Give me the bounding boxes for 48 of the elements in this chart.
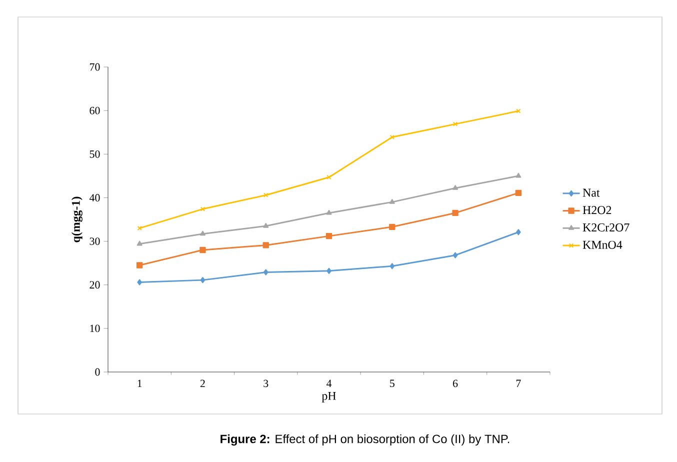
point [452,122,458,126]
point [262,242,269,248]
point [390,134,394,140]
point [390,263,395,270]
x-tick-label: 4 [326,380,332,387]
y-tick-label: 0 [95,368,100,376]
x-tick-label: 2 [200,380,205,388]
point [516,229,521,236]
point [389,198,395,204]
legend-label: KMnO4 [582,240,622,249]
point [389,224,396,230]
point [452,185,458,190]
point [326,210,332,215]
text: Figure 2: Effect of pH on biosorption of Co (II) by TNP. [220,434,510,446]
y-tick-label: 40 [89,194,100,202]
point [137,279,142,286]
x-tick-label: 7 [516,380,521,387]
y-tick-label: 10 [90,324,100,332]
x-tick-label: 3 [264,380,268,388]
point [326,232,332,240]
point [264,192,268,198]
y-tick-label: 60 [90,106,100,114]
x-tick-label: 1 [138,380,142,388]
legend-label: Nat [582,188,600,197]
point [200,246,206,254]
point [263,269,268,276]
legend-label: K2Cr2O7 [582,223,630,232]
point [326,174,332,180]
point [200,206,206,212]
point [515,190,522,196]
y-tick-label: 30 [90,238,100,245]
y-tick-label: 20 [90,281,100,289]
y-axis-title: q(mgg-1) [71,196,82,242]
y-tick-label: 50 [90,150,100,158]
x-tick-label: 6 [453,380,458,388]
point [516,172,522,178]
point [263,222,269,228]
y-tick-label: 70 [90,63,100,71]
point [200,276,206,284]
x-axis-title: pH [322,392,336,402]
point [326,268,332,274]
point [200,230,206,236]
x-tick-label: 5 [390,380,394,388]
point [136,262,143,268]
legend-label: H2O2 [582,206,612,214]
point [136,240,142,246]
point [452,252,458,258]
point [452,210,458,216]
